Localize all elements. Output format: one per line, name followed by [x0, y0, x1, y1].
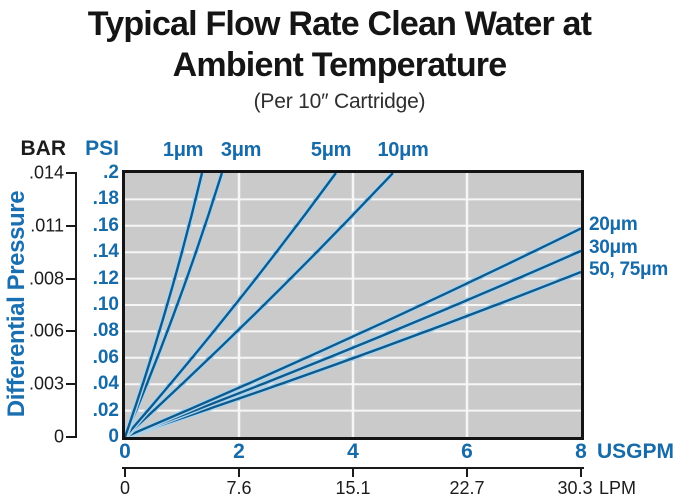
psi-tick-label: .02: [92, 399, 119, 421]
page-title-line2: Ambient Temperature: [172, 46, 507, 84]
bar-tick-label: .003: [28, 373, 64, 394]
flow-line-50-75-μm: [125, 270, 581, 437]
psi-tick-label: .12: [92, 267, 119, 289]
psi-tick-label: 0: [108, 426, 119, 447]
psi-tick-label: .16: [92, 214, 119, 236]
micron-label-top: 5μm: [310, 139, 352, 161]
psi-tick-label: .06: [92, 346, 119, 368]
page-title-line1: Typical Flow Rate Clean Water at: [87, 5, 592, 43]
lpm-unit-label: LPM: [599, 478, 637, 498]
bar-tick-mark: [66, 383, 77, 386]
bar-tick-label: .008: [28, 268, 64, 289]
flow-rate-line-chart: [125, 173, 581, 437]
usgpm-tick-label: 8: [575, 440, 587, 463]
bar-tick-mark: [66, 277, 77, 280]
psi-tick-label: .08: [92, 320, 119, 342]
micron-label-right: 50, 75μm: [589, 259, 668, 280]
usgpm-tick-label: 4: [347, 440, 359, 463]
bar-tick-label: .006: [28, 320, 64, 341]
psi-axis-header: PSI: [85, 137, 119, 160]
micron-label-top: 3μm: [220, 139, 262, 161]
bar-axis-line: [75, 173, 77, 437]
psi-tick-label: .10: [92, 294, 119, 315]
bar-tick-label: .014: [28, 162, 64, 183]
flow-line-30-μm: [125, 249, 581, 437]
bar-tick-mark: [66, 224, 77, 227]
lpm-tick-label: 0: [119, 478, 131, 498]
usgpm-unit-label: USGPM: [597, 440, 675, 463]
lpm-tick-label: 30.3: [557, 478, 593, 498]
lpm-tick-mark: [352, 467, 354, 477]
bar-tick-label: .011: [30, 215, 64, 236]
lpm-tick-mark: [580, 467, 582, 477]
chart-header: Typical Flow Rate Clean Water at Ambient…: [0, 4, 679, 114]
usgpm-tick-label: 6: [461, 440, 473, 463]
lpm-tick-mark: [124, 467, 126, 477]
bar-axis-header: BAR: [20, 137, 67, 160]
flow-line-10-μm: [125, 173, 394, 437]
bar-tick-mark: [66, 330, 77, 333]
lpm-tick-label: 22.7: [449, 478, 485, 498]
micron-label-right: 20μm: [589, 214, 638, 235]
usgpm-tick-label: 2: [233, 440, 245, 463]
bar-tick-mark: [66, 436, 77, 438]
usgpm-tick-label: 0: [119, 440, 131, 463]
micron-label-right: 30μm: [589, 237, 638, 258]
lpm-tick-label: 15.1: [335, 478, 371, 498]
page-subtitle: (Per 10″ Cartridge): [253, 90, 426, 113]
micron-label-top: 1μm: [162, 139, 204, 161]
differential-pressure-axis-label: Differential Pressure: [3, 190, 30, 418]
lpm-tick-mark: [466, 467, 468, 477]
bar-tick-label: 0: [53, 426, 64, 447]
lpm-tick-label: 7.6: [226, 478, 252, 498]
flow-line-5-μm: [125, 173, 337, 437]
psi-tick-label: .04: [92, 373, 119, 395]
flow-line-20-μm: [125, 227, 581, 437]
lpm-tick-mark: [238, 467, 240, 477]
plot-area: [122, 170, 584, 440]
psi-tick-label: .14: [92, 241, 119, 263]
micron-label-top: 10μm: [377, 139, 429, 161]
flow-line-1-μm: [125, 173, 204, 437]
psi-tick-label: .2: [103, 162, 119, 183]
bar-tick-mark: [66, 172, 77, 174]
psi-tick-label: .18: [92, 188, 119, 210]
